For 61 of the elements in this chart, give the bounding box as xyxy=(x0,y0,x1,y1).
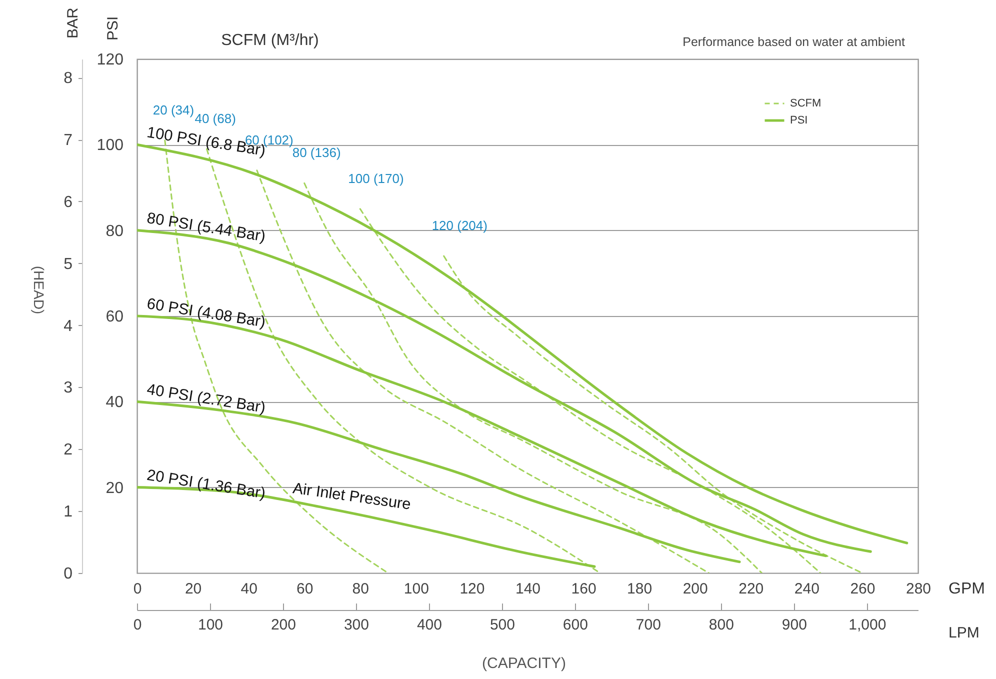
y2-tick-label: 7 xyxy=(64,132,73,150)
x2-tick-label: 0 xyxy=(133,616,142,634)
y-tick-label: 60 xyxy=(106,308,124,326)
annotation: 120 (204) xyxy=(432,218,488,234)
x-tick-label: 0 xyxy=(133,580,142,598)
x-tick-label: 160 xyxy=(571,580,596,598)
text: (HEAD) xyxy=(31,266,47,314)
x-axis-title: GPM xyxy=(948,580,985,598)
y2-tick-label: 6 xyxy=(64,194,73,211)
y-tick-label: 100 xyxy=(96,137,124,154)
x-tick-label: 140 xyxy=(515,580,541,598)
x-tick-label: 20 xyxy=(184,580,202,598)
y-tick-label: 80 xyxy=(106,222,124,240)
x-tick-label: 180 xyxy=(627,580,652,598)
x-tick-label: 100 xyxy=(404,580,429,598)
x-tick-label: 240 xyxy=(794,580,820,598)
text: Performance based on water at ambient xyxy=(682,35,906,49)
x-tick-label: 120 xyxy=(460,580,485,598)
x2-tick-label: 900 xyxy=(782,616,807,634)
y2-tick-label: 0 xyxy=(64,566,73,582)
annotation: 20 PSI (1.36 Bar) xyxy=(146,466,267,502)
annotation: 20 (34) xyxy=(152,102,194,118)
annotation: 100 (170) xyxy=(348,170,404,186)
legend-label: SCFM xyxy=(790,98,822,110)
x2-tick-label: 1,000 xyxy=(848,616,886,634)
annotation: 40 (68) xyxy=(194,110,236,126)
x-tick-label: 40 xyxy=(240,580,258,598)
y2-tick-label: 4 xyxy=(64,318,73,335)
annotation: 80 (136) xyxy=(292,145,341,160)
text: (CAPACITY) xyxy=(482,655,566,672)
text: SCFM (M³/hr) xyxy=(221,32,319,49)
x-tick-label: 220 xyxy=(738,580,764,598)
x2-tick-label: 800 xyxy=(708,616,734,634)
y-tick-label: 120 xyxy=(96,52,124,68)
y2-tick-label: 5 xyxy=(64,256,73,273)
y2-tick-label: 3 xyxy=(64,380,73,397)
x-tick-label: 80 xyxy=(352,580,369,598)
annotation: Air Inlet Pressure xyxy=(292,480,412,514)
x-tick-label: 200 xyxy=(682,580,708,598)
x2-axis-title: LPM xyxy=(948,624,980,642)
y2-axis-title: BAR xyxy=(64,7,82,38)
x2-tick-label: 700 xyxy=(636,616,661,634)
y-tick-label: 20 xyxy=(106,480,124,497)
x-tick-label: 260 xyxy=(850,580,876,598)
y2-tick-label: 1 xyxy=(64,504,73,521)
x2-tick-label: 400 xyxy=(416,616,442,634)
y2-tick-label: 2 xyxy=(64,442,73,459)
legend-label: PSI xyxy=(790,114,808,126)
annotation: 40 PSI (2.72 Bar) xyxy=(146,381,267,417)
y-axis-title: PSI xyxy=(104,16,122,40)
x2-tick-label: 600 xyxy=(562,616,588,634)
x-tick-label: 280 xyxy=(906,580,932,598)
x-tick-label: 60 xyxy=(296,580,314,598)
annotation: 60 PSI (4.08 Bar) xyxy=(146,296,267,332)
x2-tick-label: 500 xyxy=(490,616,515,634)
y-tick-label: 40 xyxy=(106,394,124,412)
x2-tick-label: 200 xyxy=(270,616,296,634)
x2-tick-label: 100 xyxy=(198,616,224,634)
x2-tick-label: 300 xyxy=(344,616,369,634)
annotation: 80 PSI (5.44 Bar) xyxy=(146,210,267,246)
y2-tick-label: 8 xyxy=(64,70,73,88)
